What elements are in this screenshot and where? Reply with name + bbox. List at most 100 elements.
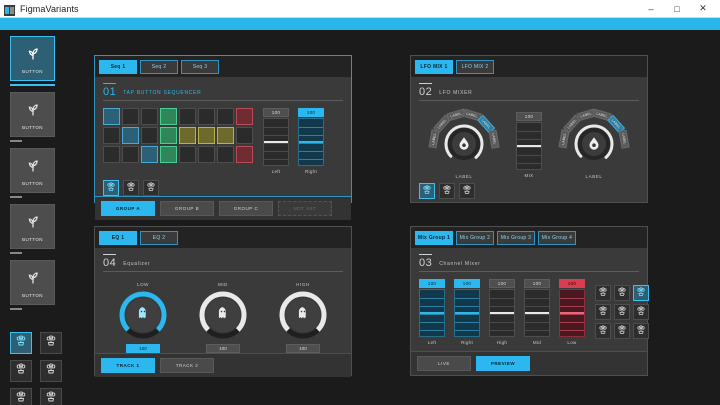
sequencer-cell-2-3[interactable] [160, 146, 177, 163]
sequencer-cell-2-5[interactable] [198, 146, 215, 163]
maximize-button[interactable]: □ [674, 3, 680, 14]
sequencer-cell-0-3[interactable] [160, 108, 177, 125]
sequencer-cell-0-2[interactable] [141, 108, 158, 125]
sequencer-cell-1-1[interactable] [122, 127, 139, 144]
lfo-mix-fader-track[interactable] [516, 121, 542, 170]
lfo-icon-button-2[interactable] [459, 183, 475, 199]
equalizer-footer-button-0[interactable]: TRACK 1 [101, 358, 155, 373]
sequencer-cell-2-6[interactable] [217, 146, 234, 163]
rail-button-0[interactable]: BUTTON [10, 36, 55, 81]
mixer-fader-2[interactable]: 100 High [489, 279, 515, 345]
rail-mini-button-5[interactable] [40, 388, 62, 405]
lfo-icon-button-0[interactable] [419, 183, 435, 199]
lfo-tab-0[interactable]: LFO MIX 1 [415, 60, 453, 74]
mixer-icon-button-5[interactable] [633, 304, 649, 320]
mixer-fader-track[interactable] [454, 289, 480, 337]
equalizer-dial[interactable] [117, 289, 169, 341]
mixer-fader-track[interactable] [524, 289, 550, 337]
sequencer-cell-2-4[interactable] [179, 146, 196, 163]
mixer-fader-track[interactable] [489, 289, 515, 337]
mixer-icon-button-0[interactable] [595, 285, 611, 301]
mixer-fader-1[interactable]: 100 Right [454, 279, 480, 345]
lfo-knob-left-dial[interactable]: LABEL LABEL LABEL LABEL LABEL LABEL [424, 108, 504, 172]
mixer-footer-button-1[interactable]: PREVIEW [476, 356, 530, 371]
mixer-fader-track[interactable] [559, 289, 585, 337]
rail-button-1[interactable]: BUTTON [10, 92, 55, 137]
rail-button-3[interactable]: BUTTON [10, 204, 55, 249]
sequencer-cell-1-2[interactable] [141, 127, 158, 144]
sequencer-fader-0[interactable]: 100 Left [263, 108, 289, 174]
lfo-knob-left[interactable]: LABEL LABEL LABEL LABEL LABEL LABEL LABEL [421, 108, 507, 179]
sequencer-cell-1-5[interactable] [198, 127, 215, 144]
close-button[interactable]: ✕ [699, 3, 707, 13]
sequencer-cell-1-3[interactable] [160, 127, 177, 144]
mixer-fader-handle[interactable] [525, 312, 549, 314]
sequencer-cell-0-5[interactable] [198, 108, 215, 125]
mixer-icon-button-8[interactable] [633, 323, 649, 339]
mixer-fader-handle[interactable] [420, 312, 444, 314]
sequencer-footer-button-2[interactable]: GROUP C [219, 201, 273, 216]
sequencer-footer-button-1[interactable]: GROUP B [160, 201, 214, 216]
rail-mini-button-4[interactable] [10, 388, 32, 405]
sequencer-footer-button-3[interactable]: NOT SET [278, 201, 332, 216]
sequencer-cell-0-4[interactable] [179, 108, 196, 125]
mixer-icon-button-4[interactable] [614, 304, 630, 320]
mixer-fader-handle[interactable] [490, 312, 514, 314]
sequencer-tab-2[interactable]: Seq 3 [181, 60, 219, 74]
sequencer-cell-0-1[interactable] [122, 108, 139, 125]
sequencer-icon-button-2[interactable] [143, 180, 159, 196]
mixer-icon-button-1[interactable] [614, 285, 630, 301]
sequencer-fader-1[interactable]: 100 Right [298, 108, 324, 174]
mixer-fader-track[interactable] [419, 289, 445, 337]
mixer-icon-button-2[interactable] [633, 285, 649, 301]
lfo-mix-fader-0[interactable]: 100 MIX [516, 111, 542, 178]
mixer-fader-3[interactable]: 100 Mid [524, 279, 550, 345]
sequencer-fader-track[interactable] [298, 118, 324, 166]
lfo-tab-1[interactable]: LFO MIX 2 [456, 60, 494, 74]
equalizer-knob-0[interactable]: LOW 100 [117, 282, 169, 353]
lfo-knob-right-dial[interactable]: LABEL LABEL LABEL LABEL LABEL LABEL [554, 108, 634, 172]
sequencer-footer-button-0[interactable]: GROUP A [101, 201, 155, 216]
rail-mini-button-1[interactable] [40, 332, 62, 354]
equalizer-dial[interactable] [277, 289, 329, 341]
mixer-tab-1[interactable]: Mix Group 2 [456, 231, 494, 245]
sequencer-cell-1-6[interactable] [217, 127, 234, 144]
sequencer-fader-handle[interactable] [264, 141, 288, 143]
sequencer-cell-2-2[interactable] [141, 146, 158, 163]
rail-button-4[interactable]: BUTTON [10, 260, 55, 305]
mixer-footer-button-0[interactable]: LIVE [417, 356, 471, 371]
lfo-icon-button-1[interactable] [439, 183, 455, 199]
sequencer-cell-0-0[interactable] [103, 108, 120, 125]
rail-mini-button-3[interactable] [40, 360, 62, 382]
mixer-fader-0[interactable]: 100 Left [419, 279, 445, 345]
mixer-fader-handle[interactable] [560, 312, 584, 314]
sequencer-fader-track[interactable] [263, 118, 289, 166]
equalizer-knob-2[interactable]: HIGH 100 [277, 282, 329, 353]
mixer-tab-0[interactable]: Mix Group 1 [415, 231, 453, 245]
sequencer-tab-1[interactable]: Seq 2 [140, 60, 178, 74]
equalizer-knob-1[interactable]: MID 100 [197, 282, 249, 353]
lfo-knob-right[interactable]: LABEL LABEL LABEL LABEL LABEL LABEL LABEL [551, 108, 637, 179]
rail-mini-button-0[interactable] [10, 332, 32, 354]
mixer-icon-button-6[interactable] [595, 323, 611, 339]
sequencer-cell-2-1[interactable] [122, 146, 139, 163]
sequencer-cell-1-7[interactable] [236, 127, 253, 144]
minimize-button[interactable]: – [648, 3, 654, 14]
sequencer-cell-2-7[interactable] [236, 146, 253, 163]
mixer-icon-button-7[interactable] [614, 323, 630, 339]
sequencer-fader-handle[interactable] [299, 141, 323, 143]
mixer-fader-handle[interactable] [455, 312, 479, 314]
rail-mini-button-2[interactable] [10, 360, 32, 382]
mixer-tab-2[interactable]: Mix Group 3 [497, 231, 535, 245]
lfo-mix-fader-handle[interactable] [517, 144, 541, 147]
mixer-fader-4[interactable]: 100 Low [559, 279, 585, 345]
equalizer-dial[interactable] [197, 289, 249, 341]
equalizer-footer-button-1[interactable]: TRACK 2 [160, 358, 214, 373]
mixer-tab-3[interactable]: Mix Group 4 [538, 231, 576, 245]
sequencer-cell-0-7[interactable] [236, 108, 253, 125]
sequencer-cell-0-6[interactable] [217, 108, 234, 125]
rail-button-2[interactable]: BUTTON [10, 148, 55, 193]
sequencer-icon-button-0[interactable] [103, 180, 119, 196]
sequencer-cell-1-4[interactable] [179, 127, 196, 144]
equalizer-tab-0[interactable]: EQ 1 [99, 231, 137, 245]
